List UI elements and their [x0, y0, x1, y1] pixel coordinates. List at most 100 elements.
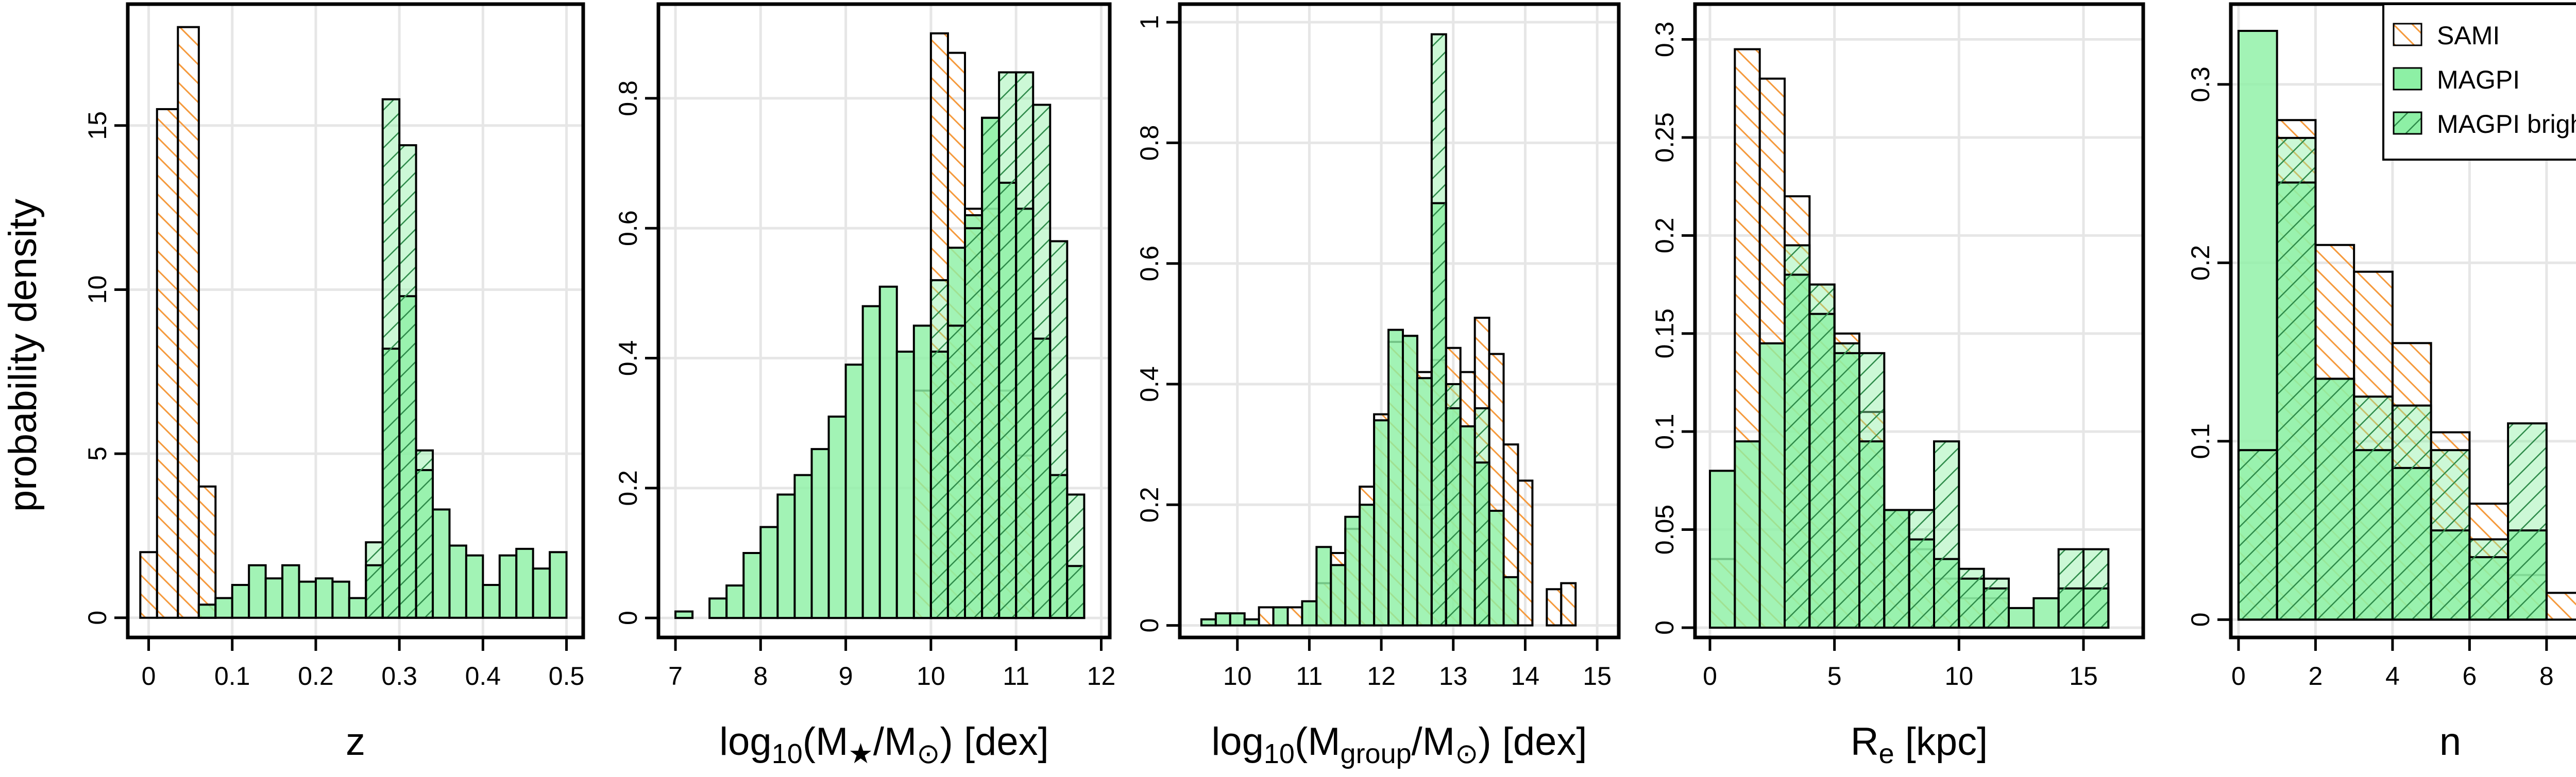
magpi-bar: [827, 416, 847, 619]
y-tick-label: 0.4: [614, 340, 642, 376]
magpi-bright-bar: [1015, 71, 1035, 619]
sami-bar: [2545, 592, 2576, 621]
magpi-bright-bar: [1445, 383, 1462, 627]
sami-bar: [156, 108, 179, 619]
magpi-bar: [448, 544, 467, 619]
magpi-bar: [725, 584, 745, 619]
magpi-bar: [1344, 515, 1361, 627]
magpi-bar: [1373, 419, 1390, 627]
magpi-bright-bar: [1473, 407, 1490, 627]
plot-frame: [126, 2, 585, 640]
magpi-bright-bar: [1833, 342, 1861, 629]
x-tick-label: 5: [1827, 662, 1842, 690]
magpi-bright-bar: [2237, 449, 2278, 621]
y-tick-label: 0.2: [614, 470, 642, 506]
x-tick-label: 7: [668, 662, 683, 690]
sami-bar: [197, 485, 217, 619]
magpi-bright-bar: [998, 71, 1018, 619]
x-tick-label: 8: [753, 662, 768, 690]
magpi-bar: [1387, 329, 1404, 627]
magpi-bright-bar: [1933, 440, 1960, 629]
magpi-bright-bar: [1784, 244, 1811, 629]
magpi-bright-bar: [946, 324, 967, 619]
magpi-bar: [1359, 504, 1376, 627]
panel-effective-radius: 0 0.05 0.1 0.15 0.2 0.25 0.3 0 5 10 15 Re [kpc]: [1650, 2, 2145, 769]
x-tick-label: 2: [2309, 662, 2323, 690]
y-tick-label: 10: [83, 275, 112, 304]
magpi-bright-bar: [2314, 377, 2355, 621]
x-tick-label: 0: [2231, 662, 2246, 690]
x-tick-label: 0.3: [381, 662, 417, 690]
magpi-bar: [1459, 425, 1476, 627]
x-axis-label: log10(Mgroup/M⊙) [dex]: [1211, 720, 1587, 769]
magpi-bar: [793, 474, 813, 619]
plot-frame: [656, 2, 1112, 640]
y-tick-label: 0.1: [2186, 423, 2215, 459]
magpi-bar: [1758, 342, 1786, 629]
sami-bar: [1286, 606, 1303, 627]
x-tick-label: 8: [2539, 662, 2554, 690]
plot-frame: [1693, 2, 2145, 640]
legend-swatch-magpi-bright: [2393, 111, 2422, 135]
sami-bar: [1546, 588, 1563, 627]
x-tick-label: 12: [1367, 662, 1396, 690]
magpi-bar: [2032, 597, 2060, 629]
x-tick-label: 0.5: [549, 662, 585, 690]
x-axis-label: log10(M★/M⊙) [dex]: [719, 720, 1048, 769]
legend-label-magpi: MAGPI: [2437, 65, 2520, 94]
magpi-bright-bar: [1982, 577, 2010, 629]
magpi-bar: [1709, 470, 1736, 629]
magpi-bar: [810, 448, 830, 619]
y-tick-label: 0.2: [1135, 487, 1164, 523]
x-tick-label: 6: [2462, 662, 2477, 690]
magpi-bright-bar: [1908, 509, 1936, 629]
magpi-bright-bar: [415, 449, 434, 619]
magpi-bar: [759, 526, 779, 619]
y-tick-label: 0: [83, 611, 112, 625]
magpi-bar: [1315, 546, 1332, 627]
y-tick-label: 0.8: [614, 80, 642, 116]
x-tick-label: 15: [1583, 662, 1612, 690]
sami-bar: [1517, 479, 1534, 627]
legend-label-sami: SAMI: [2437, 21, 2500, 50]
y-tick-label: 0.2: [2186, 245, 2215, 281]
x-tick-label: 4: [2385, 662, 2400, 690]
x-tick-label: 14: [1511, 662, 1540, 690]
magpi-bar: [298, 580, 317, 619]
magpi-bar: [878, 285, 898, 619]
x-tick-label: 0: [142, 662, 156, 690]
plot-frame: [1178, 2, 1621, 640]
x-axis-label: Re [kpc]: [1851, 720, 1988, 769]
sami-bar: [139, 551, 158, 619]
magpi-bar: [708, 597, 728, 619]
magpi-bright-bar: [1049, 240, 1069, 619]
y-tick-label: 0.05: [1650, 505, 1679, 555]
magpi-bright-bar: [1858, 352, 1886, 629]
magpi-bar: [331, 580, 350, 619]
magpi-bar: [1488, 510, 1505, 627]
magpi-bar: [742, 552, 762, 619]
x-tick-label: 0.1: [214, 662, 250, 690]
panel-stellar-mass: 0 0.2 0.4 0.6 0.8 7 8 9 10 11 12 log10(M★/M⊙) [dex]: [614, 2, 1115, 769]
magpi-bar: [1502, 576, 1519, 627]
magpi-bright-bar: [1808, 283, 1836, 629]
magpi-bar: [1200, 618, 1217, 627]
sami-bar: [1258, 606, 1275, 627]
magpi-bright-bar: [398, 144, 417, 619]
magpi-bar: [231, 584, 250, 619]
y-tick-label: 1: [1135, 15, 1164, 29]
magpi-bar: [197, 603, 217, 619]
magpi-bar: [549, 551, 568, 619]
magpi-bright-bar: [2276, 136, 2317, 621]
magpi-bar: [776, 493, 796, 619]
y-tick-label: 5: [83, 446, 112, 461]
magpi-bar: [1734, 440, 1761, 629]
x-tick-label: 0.4: [465, 662, 501, 690]
y-tick-label: 0.1: [1650, 413, 1679, 450]
magpi-bright-bar: [1958, 567, 1985, 629]
y-tick-label: 0.6: [614, 210, 642, 246]
magpi-bright-bar: [365, 541, 384, 619]
x-tick-label: 11: [1003, 662, 1029, 690]
magpi-bar: [214, 597, 233, 619]
